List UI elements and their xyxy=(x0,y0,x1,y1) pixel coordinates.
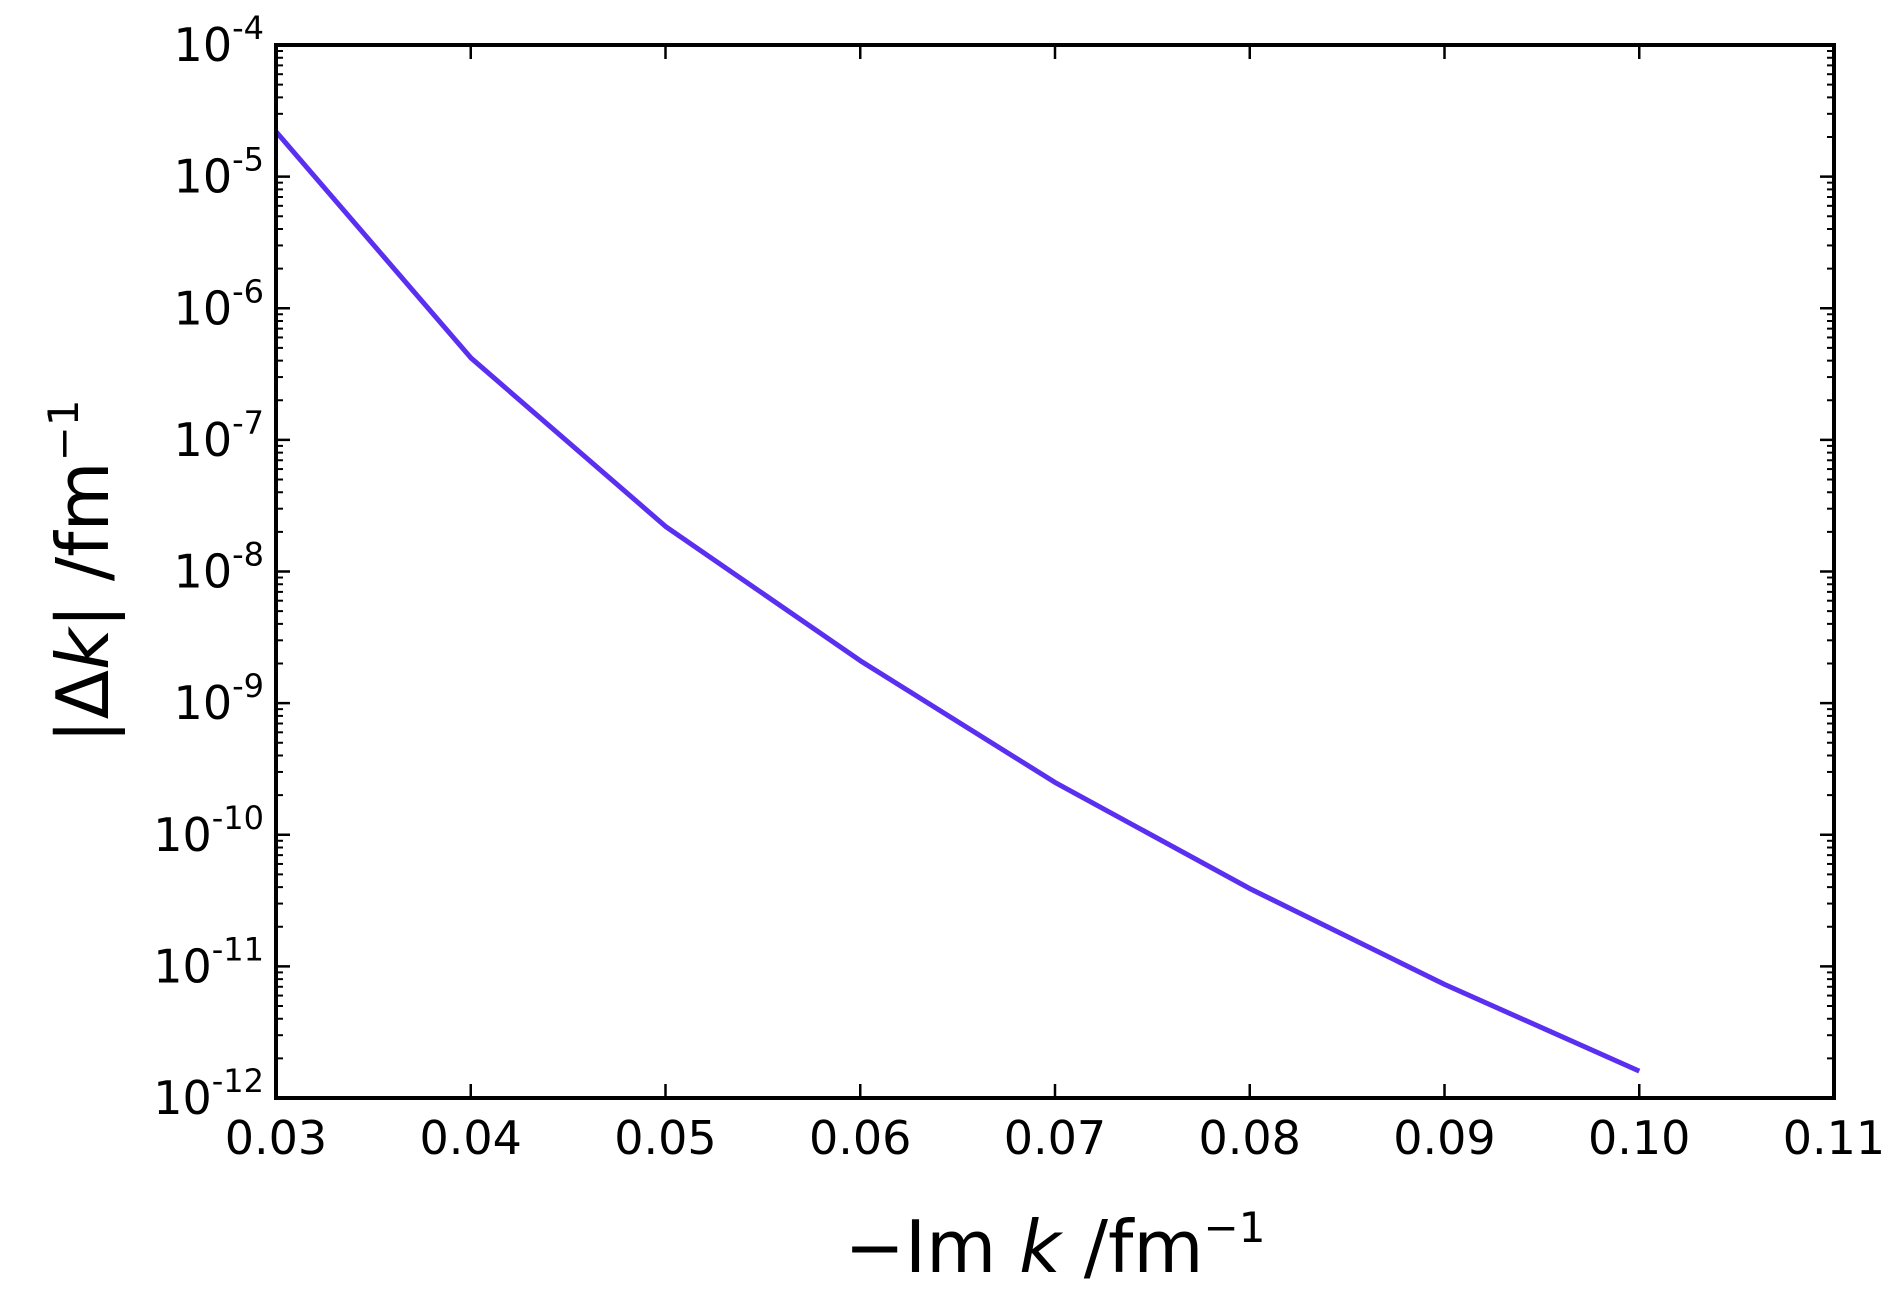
ticks-layer xyxy=(274,43,1836,1100)
y-tick-label: 10-7 xyxy=(174,404,264,467)
plot-frame xyxy=(274,43,1836,1100)
y-tick-label: 10-4 xyxy=(174,9,264,72)
y-tick-label-base: 10 xyxy=(153,1071,212,1125)
y-tick-label-exp: -6 xyxy=(232,272,264,310)
x-tick-label: 0.03 xyxy=(225,1111,327,1165)
x-axis-title-units: /fm xyxy=(1061,1205,1204,1289)
y-tick-label-base: 10 xyxy=(153,939,212,993)
y-tick-label-exp: -8 xyxy=(232,536,264,574)
x-tick-label: 0.07 xyxy=(1004,1111,1106,1165)
y-tick-label: 10-5 xyxy=(174,141,264,204)
x-tick-label: 0.09 xyxy=(1393,1111,1495,1165)
y-tick-label: 10-10 xyxy=(153,799,264,862)
x-tick-label: 0.05 xyxy=(614,1111,716,1165)
y-tick-label-exp: -4 xyxy=(232,9,264,47)
y-tick-label-base: 10 xyxy=(174,676,233,730)
x-tick-label: 0.06 xyxy=(809,1111,911,1165)
x-tick-labels: 0.03 0.04 0.05 0.06 0.07 0.08 0.09 0.10 0.11 xyxy=(225,1111,1885,1165)
y-tick-label-base: 10 xyxy=(174,150,233,204)
y-axis-title-prefix: |Δ xyxy=(41,670,126,744)
y-tick-label: 10-6 xyxy=(174,272,264,335)
x-tick-label: 0.04 xyxy=(420,1111,522,1165)
y-tick-label: 10-12 xyxy=(153,1062,264,1125)
y-tick-label-exp: -10 xyxy=(212,799,264,837)
y-tick-label-base: 10 xyxy=(153,808,212,862)
x-axis-title-var: k xyxy=(1019,1205,1064,1289)
y-tick-label-exp: -7 xyxy=(232,404,264,442)
x-tick-label: 0.11 xyxy=(1783,1111,1885,1165)
y-tick-label-exp: -11 xyxy=(212,930,264,968)
x-axis-title-prefix: −Im xyxy=(845,1205,1020,1289)
y-tick-label-base: 10 xyxy=(174,281,233,335)
y-tick-label-base: 10 xyxy=(174,413,233,467)
y-tick-label-exp: -5 xyxy=(232,141,264,179)
y-axis-title-exp: −1 xyxy=(39,399,88,461)
y-tick-label-base: 10 xyxy=(174,545,233,599)
y-tick-label-exp: -9 xyxy=(232,667,264,705)
x-axis-title: −Im k /fm−1 xyxy=(845,1203,1266,1289)
series-layer xyxy=(274,129,1641,1074)
y-axis-title-suffix: | /fm xyxy=(41,461,126,628)
y-axis-title-var: k xyxy=(41,625,125,670)
y-tick-label-exp: -12 xyxy=(212,1062,264,1100)
x-tick-label: 0.10 xyxy=(1588,1111,1690,1165)
y-tick-label: 10-8 xyxy=(174,536,264,599)
y-tick-label: 10-11 xyxy=(153,930,264,993)
series-line xyxy=(274,129,1641,1074)
x-axis-title-exp: −1 xyxy=(1204,1203,1266,1252)
y-tick-label-base: 10 xyxy=(174,18,233,72)
y-axis-title: |Δk| /fm−1 xyxy=(39,399,126,743)
x-tick-label: 0.08 xyxy=(1199,1111,1301,1165)
y-tick-label: 10-9 xyxy=(174,667,264,730)
